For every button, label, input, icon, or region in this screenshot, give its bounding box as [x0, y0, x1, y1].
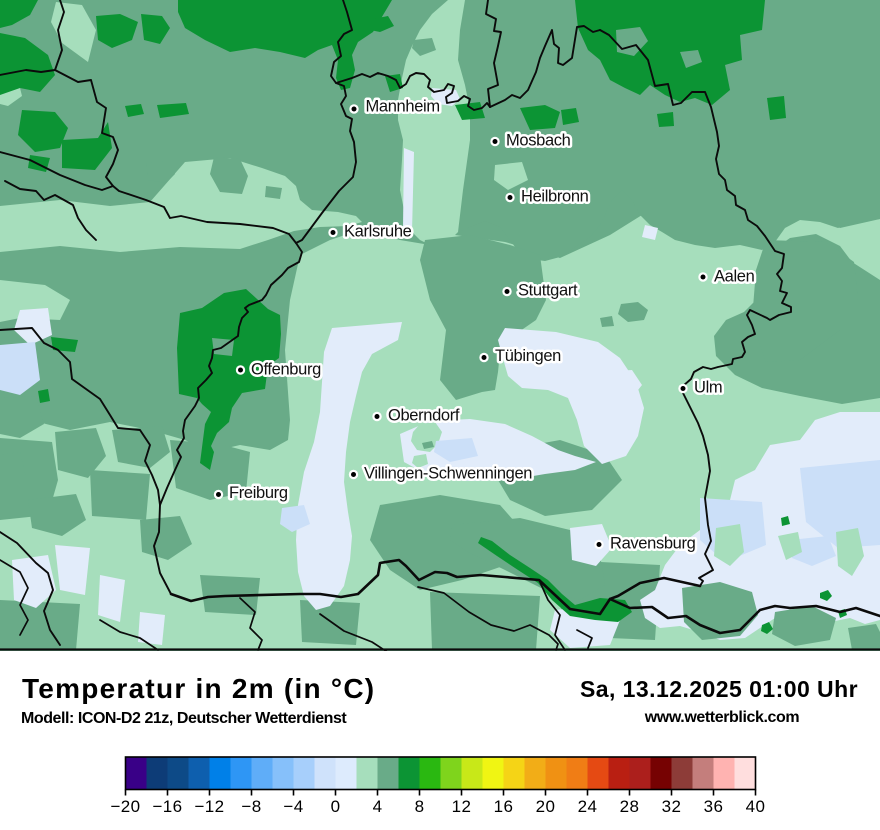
svg-text:Modell: ICON-D2 21z, Deutscher: Modell: ICON-D2 21z, Deutscher Wetterdie… — [21, 710, 347, 727]
svg-text:Ulm: Ulm — [694, 379, 722, 397]
svg-text:Mosbach: Mosbach — [506, 132, 571, 150]
svg-text:Stuttgart: Stuttgart — [518, 282, 578, 300]
svg-text:Aalen: Aalen — [714, 268, 755, 286]
svg-text:−16: −16 — [152, 797, 182, 816]
svg-text:Ravensburg: Ravensburg — [610, 535, 696, 553]
svg-text:Sa, 13.12.2025 01:00 Uhr: Sa, 13.12.2025 01:00 Uhr — [580, 676, 858, 702]
svg-text:36: 36 — [704, 797, 724, 816]
svg-text:4: 4 — [373, 797, 383, 816]
svg-text:16: 16 — [494, 797, 514, 816]
svg-text:www.wetterblick.com: www.wetterblick.com — [644, 709, 800, 726]
svg-text:Temperatur in 2m (in °C): Temperatur in 2m (in °C) — [22, 673, 375, 704]
svg-text:Tübingen: Tübingen — [495, 347, 561, 365]
svg-text:Oberndorf: Oberndorf — [388, 407, 460, 425]
svg-text:28: 28 — [620, 797, 640, 816]
svg-text:Offenburg: Offenburg — [251, 361, 321, 379]
svg-text:−4: −4 — [283, 797, 303, 816]
svg-text:Karlsruhe: Karlsruhe — [344, 223, 412, 241]
svg-text:8: 8 — [415, 797, 425, 816]
svg-text:40: 40 — [746, 797, 766, 816]
svg-text:12: 12 — [452, 797, 472, 816]
svg-text:0: 0 — [331, 797, 341, 816]
svg-text:20: 20 — [536, 797, 556, 816]
svg-text:−12: −12 — [194, 797, 224, 816]
svg-text:Villingen-Schwenningen: Villingen-Schwenningen — [364, 465, 532, 483]
svg-text:−20: −20 — [110, 797, 140, 816]
svg-text:−8: −8 — [241, 797, 261, 816]
svg-text:Freiburg: Freiburg — [229, 484, 288, 502]
svg-text:24: 24 — [578, 797, 598, 816]
svg-text:Heilbronn: Heilbronn — [521, 188, 589, 206]
svg-text:32: 32 — [662, 797, 682, 816]
svg-text:Mannheim: Mannheim — [366, 98, 440, 116]
